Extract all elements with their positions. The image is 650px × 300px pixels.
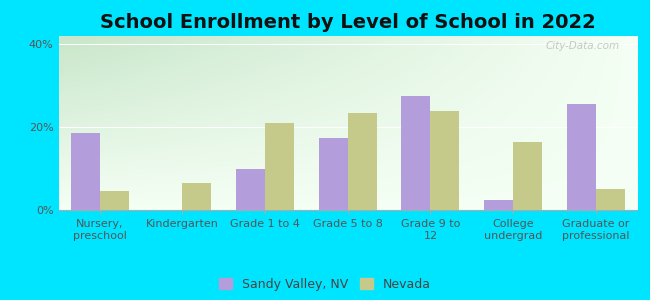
- Bar: [348, 112, 377, 210]
- Bar: [236, 169, 265, 210]
- Bar: [513, 142, 542, 210]
- Bar: [430, 111, 460, 210]
- Bar: [595, 189, 625, 210]
- Text: City-Data.com: City-Data.com: [545, 41, 619, 51]
- Bar: [567, 104, 595, 210]
- Bar: [402, 96, 430, 210]
- Title: School Enrollment by Level of School in 2022: School Enrollment by Level of School in …: [100, 13, 595, 32]
- Bar: [484, 200, 513, 210]
- Bar: [183, 183, 211, 210]
- Legend: Sandy Valley, NV, Nevada: Sandy Valley, NV, Nevada: [219, 278, 431, 291]
- Bar: [265, 123, 294, 210]
- Bar: [318, 137, 348, 210]
- Bar: [71, 134, 100, 210]
- Bar: [100, 191, 129, 210]
